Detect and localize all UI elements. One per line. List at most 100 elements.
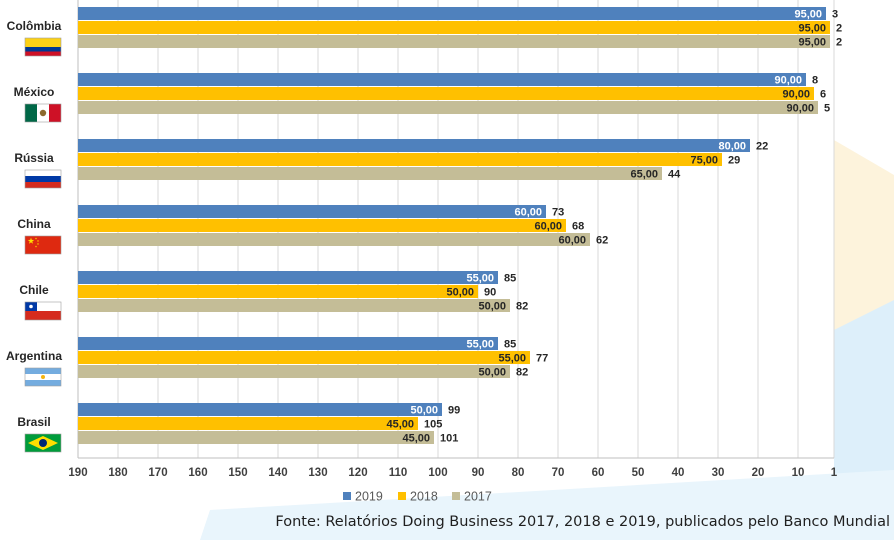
bar-rank-label: 6 [820, 89, 826, 101]
source-note: Fonte: Relatórios Doing Business 2017, 2… [275, 514, 890, 530]
bar [78, 153, 722, 166]
bar-rank-label: 99 [448, 405, 460, 417]
x-tick-label: 80 [512, 467, 525, 479]
x-tick-label: 90 [472, 467, 485, 479]
bar-score-label: 45,00 [402, 433, 430, 445]
bar-score-label: 55,00 [466, 273, 494, 285]
bar-score-label: 50,00 [410, 405, 438, 417]
category-label: Colômbia [7, 19, 62, 33]
legend-swatch [398, 492, 406, 500]
bar-score-label: 90,00 [786, 103, 814, 115]
bar-rank-label: 90 [484, 287, 496, 299]
bar-score-label: 75,00 [690, 155, 718, 167]
bar-rank-label: 8 [812, 75, 818, 87]
chile-flag-icon [24, 301, 62, 321]
bar [78, 35, 830, 48]
bar-score-label: 60,00 [514, 207, 542, 219]
bar-score-label: 65,00 [630, 169, 658, 181]
x-tick-label: 60 [592, 467, 605, 479]
category-label: México [14, 85, 55, 99]
category-group: Rússia 80,00 22 75,00 29 65,00 44 [14, 139, 768, 181]
x-tick-label: 110 [389, 467, 408, 479]
bar [78, 233, 590, 246]
bar [78, 101, 818, 114]
category-group: Chile 55,00 85 50,00 90 50,00 82 [19, 271, 528, 313]
x-tick-label: 10 [792, 467, 805, 479]
bar [78, 21, 830, 34]
x-tick-label: 160 [188, 467, 207, 479]
bar-score-label: 80,00 [718, 141, 746, 153]
bar [78, 417, 418, 430]
legend-label: 2018 [410, 490, 438, 504]
category-label: Argentina [6, 349, 62, 363]
bar [78, 167, 662, 180]
bar-rank-label: 77 [536, 353, 548, 365]
bar-rank-label: 22 [756, 141, 768, 153]
argentina-flag-icon [24, 367, 62, 387]
colombia-flag-icon [24, 37, 62, 57]
china-flag-icon [24, 235, 62, 255]
legend: 2019 2018 2017 [343, 490, 492, 504]
bar-score-label: 95,00 [798, 23, 826, 35]
x-tick-label: 20 [752, 467, 765, 479]
category-label: China [17, 217, 51, 231]
bar [78, 7, 826, 20]
bar [78, 205, 546, 218]
bar-rank-label: 68 [572, 221, 584, 233]
bar [78, 351, 530, 364]
bar [78, 219, 566, 232]
bar-score-label: 95,00 [798, 37, 826, 49]
x-tick-label: 100 [428, 467, 447, 479]
bar [78, 139, 750, 152]
category-label: Rússia [14, 151, 54, 165]
bar-score-label: 55,00 [466, 339, 494, 351]
bar-score-label: 90,00 [774, 75, 802, 87]
bar [78, 87, 814, 100]
background-decoration [200, 140, 894, 540]
bar-score-label: 50,00 [478, 301, 506, 313]
bar-rank-label: 82 [516, 301, 528, 313]
x-tick-label: 190 [68, 467, 87, 479]
category-label: Chile [19, 283, 49, 297]
bar [78, 337, 498, 350]
bar-rank-label: 82 [516, 367, 528, 379]
x-tick-label: 50 [632, 467, 645, 479]
bar [78, 299, 510, 312]
bar-rank-label: 5 [824, 103, 830, 115]
category-group: Brasil 50,00 99 45,00 105 45,00 101 [17, 403, 460, 445]
x-tick-label: 170 [148, 467, 167, 479]
bar [78, 365, 510, 378]
bar-score-label: 90,00 [782, 89, 810, 101]
x-tick-label: 150 [228, 467, 247, 479]
bar-rank-label: 29 [728, 155, 740, 167]
x-tick-label: 70 [552, 467, 565, 479]
bar-rank-label: 85 [504, 339, 516, 351]
category-group: Argentina 55,00 85 55,00 77 50,00 82 [6, 337, 548, 379]
bar [78, 403, 442, 416]
category-group: Colômbia 95,00 3 95,00 2 95,00 2 [7, 7, 842, 49]
bar [78, 285, 478, 298]
brazil-flag-icon [24, 433, 62, 453]
russia-flag-icon [24, 169, 62, 189]
x-tick-label: 130 [308, 467, 327, 479]
mexico-flag-icon [24, 103, 62, 123]
legend-label: 2019 [355, 490, 383, 504]
bar-rank-label: 44 [668, 169, 681, 181]
legend-label: 2017 [464, 490, 492, 504]
x-tick-label: 1 [831, 467, 838, 479]
category-group: China 60,00 73 60,00 68 60,00 62 [17, 205, 608, 247]
bar [78, 73, 806, 86]
bar-rank-label: 2 [836, 23, 842, 35]
bar-rank-label: 73 [552, 207, 564, 219]
bar-score-label: 50,00 [478, 367, 506, 379]
flags [24, 37, 62, 453]
bar-rank-label: 101 [440, 433, 458, 445]
bar-rank-label: 3 [832, 9, 838, 21]
bar-rank-label: 105 [424, 419, 442, 431]
x-tick-label: 140 [268, 467, 287, 479]
x-tick-label: 180 [108, 467, 127, 479]
bar-score-label: 60,00 [534, 221, 562, 233]
